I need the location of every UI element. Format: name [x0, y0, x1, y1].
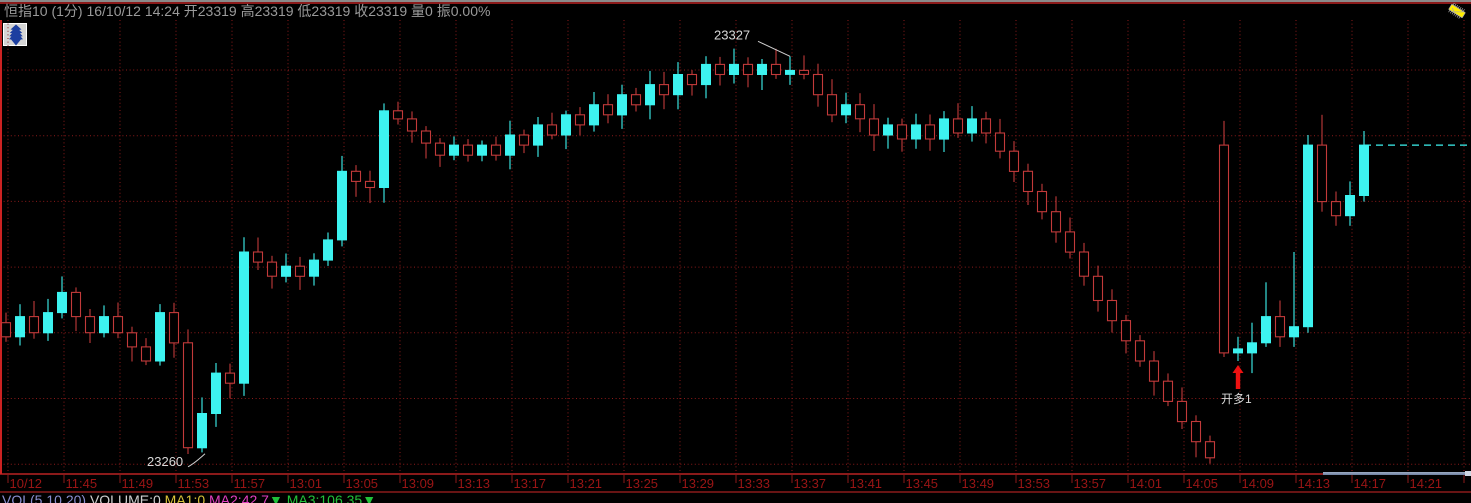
svg-text:23260: 23260 — [147, 454, 183, 469]
svg-text:23327: 23327 — [714, 27, 750, 42]
svg-text:开多1: 开多1 — [1221, 392, 1252, 406]
